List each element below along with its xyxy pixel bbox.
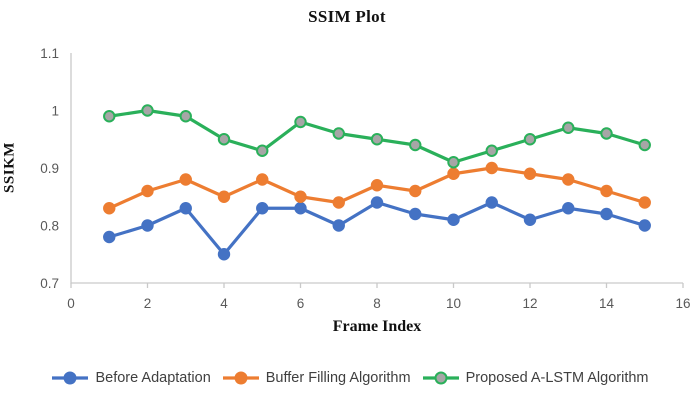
data-point-marker (179, 110, 192, 123)
data-point-marker (103, 110, 116, 123)
data-point-marker (256, 144, 269, 157)
data-point-marker (600, 184, 613, 198)
data-point-marker (141, 104, 154, 117)
data-point-marker (294, 202, 307, 215)
x-tick-label: 2 (144, 296, 152, 311)
data-point-marker (294, 190, 307, 203)
x-tick-label: 16 (675, 296, 690, 311)
legend-label: Proposed A-LSTM Algorithm (465, 370, 649, 386)
data-point-marker (409, 138, 422, 152)
data-point-marker (332, 127, 345, 140)
data-point-marker (179, 202, 192, 215)
x-tick-label: 0 (67, 296, 75, 311)
data-point-marker (523, 167, 537, 180)
legend-entry-proposed-a-lstm: Proposed A-LSTM Algorithm (422, 370, 649, 386)
x-tick-label: 6 (297, 296, 305, 311)
data-point-marker (485, 144, 498, 157)
chart-title: SSIM Plot (308, 7, 386, 26)
data-point-marker (332, 219, 345, 232)
data-point-marker (103, 230, 116, 244)
data-point-marker (217, 133, 231, 146)
data-point-marker (179, 173, 192, 186)
data-point-marker (409, 184, 422, 198)
data-point-marker (370, 196, 384, 209)
data-point-marker (638, 219, 651, 232)
data-point-marker (370, 179, 384, 192)
data-point-marker (600, 127, 613, 140)
y-tick-label: 0.8 (40, 219, 59, 234)
data-point-marker (332, 196, 345, 209)
x-axis-title: Frame Index (332, 318, 422, 335)
data-point-marker (638, 196, 651, 209)
data-point-marker (562, 121, 575, 134)
line-marker-icon (422, 371, 459, 385)
data-point-marker (523, 213, 537, 226)
data-point-marker (447, 156, 460, 169)
data-point-marker (562, 202, 575, 215)
data-point-marker (103, 202, 116, 215)
legend-label: Buffer Filling Algorithm (265, 370, 411, 386)
data-point-marker (409, 207, 422, 221)
y-tick-label: 1 (51, 104, 59, 119)
legend: Before Adaptation Buffer Filling Algorit… (0, 370, 700, 386)
data-point-marker (562, 173, 575, 186)
line-marker-icon (52, 371, 89, 385)
x-tick-label: 4 (220, 296, 228, 311)
legend-entry-before-adaptation: Before Adaptation (51, 370, 211, 386)
data-point-marker (141, 184, 154, 198)
data-point-marker (256, 173, 269, 186)
legend-label: Before Adaptation (95, 370, 211, 386)
legend-dot (63, 371, 77, 385)
data-point-marker (447, 167, 460, 180)
data-point-marker (638, 138, 651, 152)
y-tick-label: 0.9 (40, 161, 59, 176)
plot-area: 0 2 4 6 8 10 12 14 16 0.7 0.8 0.9 1 1.1 (40, 46, 690, 311)
legend-dot (234, 371, 248, 385)
data-point-marker (523, 133, 537, 146)
y-tick-label: 1.1 (40, 46, 59, 61)
axis-lines (70, 53, 683, 284)
data-point-marker (256, 202, 269, 215)
y-tick-label: 0.7 (40, 276, 59, 291)
data-point-marker (485, 161, 498, 175)
x-tick-label: 10 (446, 296, 461, 311)
x-tick-label: 8 (373, 296, 381, 311)
legend-dot (434, 371, 448, 385)
data-point-marker (217, 248, 231, 261)
data-point-marker (370, 133, 384, 146)
data-point-marker (217, 190, 231, 203)
data-point-marker (447, 213, 460, 226)
line-marker-icon (222, 371, 259, 385)
data-point-marker (294, 115, 307, 129)
data-point-marker (485, 196, 498, 209)
x-tick-label: 12 (522, 296, 537, 311)
data-point-marker (600, 207, 613, 221)
x-tick-label: 14 (599, 296, 615, 311)
data-point-marker (141, 219, 154, 232)
legend-entry-buffer-filling: Buffer Filling Algorithm (222, 370, 411, 386)
